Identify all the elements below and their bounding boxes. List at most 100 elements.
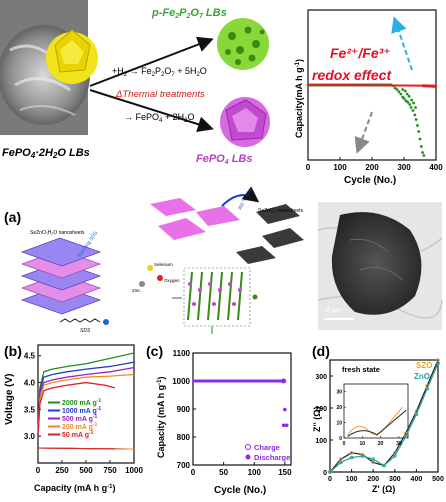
panel-b-ylabel: Voltage (V) — [4, 374, 15, 425]
legend-marker-charge — [245, 444, 251, 450]
nyquist-point — [328, 470, 332, 474]
x-tick-label: 0 — [306, 163, 311, 172]
y-tick-label: 200 — [315, 406, 327, 413]
crystal-structure — [172, 267, 258, 334]
x-tick-label: 100 — [248, 468, 262, 477]
voltage-capacity-chart: 0 250 500 750 1000 3.0 3.5 4.0 4.5 2000 mA g-1100… — [24, 344, 143, 475]
red-point — [434, 84, 438, 88]
x-tick-label: 1000 — [125, 466, 143, 475]
charge-point — [281, 378, 287, 384]
purple-sphere-icon — [220, 97, 270, 147]
legend-label: 1000 mA g-1 — [62, 406, 101, 415]
legend-label: 500 mA g-1 — [62, 414, 98, 423]
green-point — [406, 100, 410, 104]
capacity-cycle-chart: 0 100 200 300 400 — [306, 9, 443, 172]
discharge-point — [282, 379, 286, 383]
product-top-label: p-Fe2P2O7 LBs — [151, 7, 227, 20]
inset-y-tick-label: 20 — [336, 405, 342, 411]
charge-curve — [37, 381, 115, 437]
nyquist-point — [338, 460, 343, 465]
reaction-arrow-top — [89, 36, 214, 87]
x-tick-label: 500 — [79, 466, 93, 475]
green-point — [410, 98, 414, 102]
inset-frame — [343, 383, 409, 439]
y-tick-label: 0 — [323, 470, 327, 477]
gray-dashed-arrow — [354, 111, 373, 154]
green-point — [419, 145, 423, 148]
discharge-point — [284, 423, 289, 428]
legend-sup: -1 — [97, 406, 102, 412]
discharge-point — [283, 407, 287, 412]
panel-b-xlabel: Capacity (mA h g-1) — [34, 483, 116, 493]
y-tick-label: 1000 — [172, 377, 190, 386]
discharge-curve — [37, 447, 115, 450]
legend-sup: -1 — [93, 414, 98, 420]
green-point — [393, 86, 397, 90]
inset-y-tick-label: 0 — [339, 436, 342, 442]
green-point — [422, 154, 426, 157]
green-point — [397, 90, 401, 94]
green-point — [407, 94, 411, 98]
nyquist-point — [349, 450, 354, 455]
pink-sheet — [150, 198, 196, 216]
x-tick-label: 300 — [389, 476, 401, 483]
legend-label-discharge: Discharge — [254, 453, 290, 462]
charge-curve — [37, 366, 135, 437]
pink-sheet — [196, 206, 240, 226]
green-point — [402, 97, 406, 100]
x-tick-label: 300 — [397, 163, 411, 172]
panel-a-label: (a) — [4, 209, 21, 225]
nyquist-point — [349, 455, 354, 460]
x-tick-label: 250 — [55, 466, 69, 475]
y-tick-label: 3.5 — [24, 405, 36, 414]
y-tick-label: 1100 — [173, 349, 191, 358]
green-point — [405, 92, 409, 96]
x-tick-label: 100 — [346, 476, 358, 483]
green-point — [404, 99, 408, 103]
x-tick-label: 200 — [365, 163, 379, 172]
panel-d-label: (d) — [312, 343, 330, 359]
y-tick-label: 900 — [177, 405, 191, 414]
nyquist-point — [360, 454, 365, 458]
sds-label: SDS — [80, 328, 91, 334]
y-tick-label: 100 — [315, 438, 327, 445]
reaction-arrow-bottom — [89, 89, 214, 133]
green-point — [413, 113, 417, 117]
charge-curve — [37, 361, 135, 437]
legend-label: 50 mA g-1 — [62, 430, 94, 439]
oxygen-atom-icon — [157, 275, 163, 281]
green-point — [417, 130, 421, 133]
charge-curve — [37, 352, 135, 437]
zinc-atom-icon — [139, 281, 145, 287]
capacity-cycle-chart-c: 0 50 100 150 700 800 900 1000 1100 ChargeDischarg… — [172, 349, 292, 477]
legend-label: 2000 mA g-1 — [62, 398, 101, 407]
green-point — [395, 88, 399, 91]
x-tick-label: 150 — [278, 468, 292, 477]
transform-arrow — [221, 186, 260, 207]
legend-sup: -1 — [93, 422, 98, 428]
nyquist-point — [371, 457, 376, 462]
x-tick-label: 50 — [219, 468, 228, 477]
green-point — [412, 101, 415, 105]
x-tick-label: 0 — [328, 476, 332, 483]
green-point — [409, 106, 413, 109]
nyquist-point — [436, 358, 440, 362]
x-tick-label: 400 — [411, 476, 423, 483]
inset-y-tick-label: 10 — [336, 421, 342, 427]
reaction-bottom-equation: → FePO4 + 2H2O — [124, 112, 194, 124]
legend-sup: -1 — [89, 430, 94, 436]
inset-x-tick-label: 20 — [378, 441, 384, 447]
legend-marker-discharge — [245, 454, 251, 460]
nyquist-point — [382, 463, 386, 468]
inset-x-tick-label: 10 — [360, 441, 366, 447]
x-tick-label: 400 — [429, 163, 443, 172]
plot-frame — [329, 359, 439, 473]
scale-bar-label: 2 μm — [326, 307, 342, 314]
green-point — [403, 89, 407, 93]
inset-zno-curve — [347, 409, 407, 437]
x-tick-label: 200 — [367, 476, 379, 483]
nyquist-point — [392, 454, 397, 458]
selenium-label: Selenium — [154, 262, 173, 267]
annotation-line1: Fe²⁺/Fe³⁺ — [330, 45, 391, 61]
